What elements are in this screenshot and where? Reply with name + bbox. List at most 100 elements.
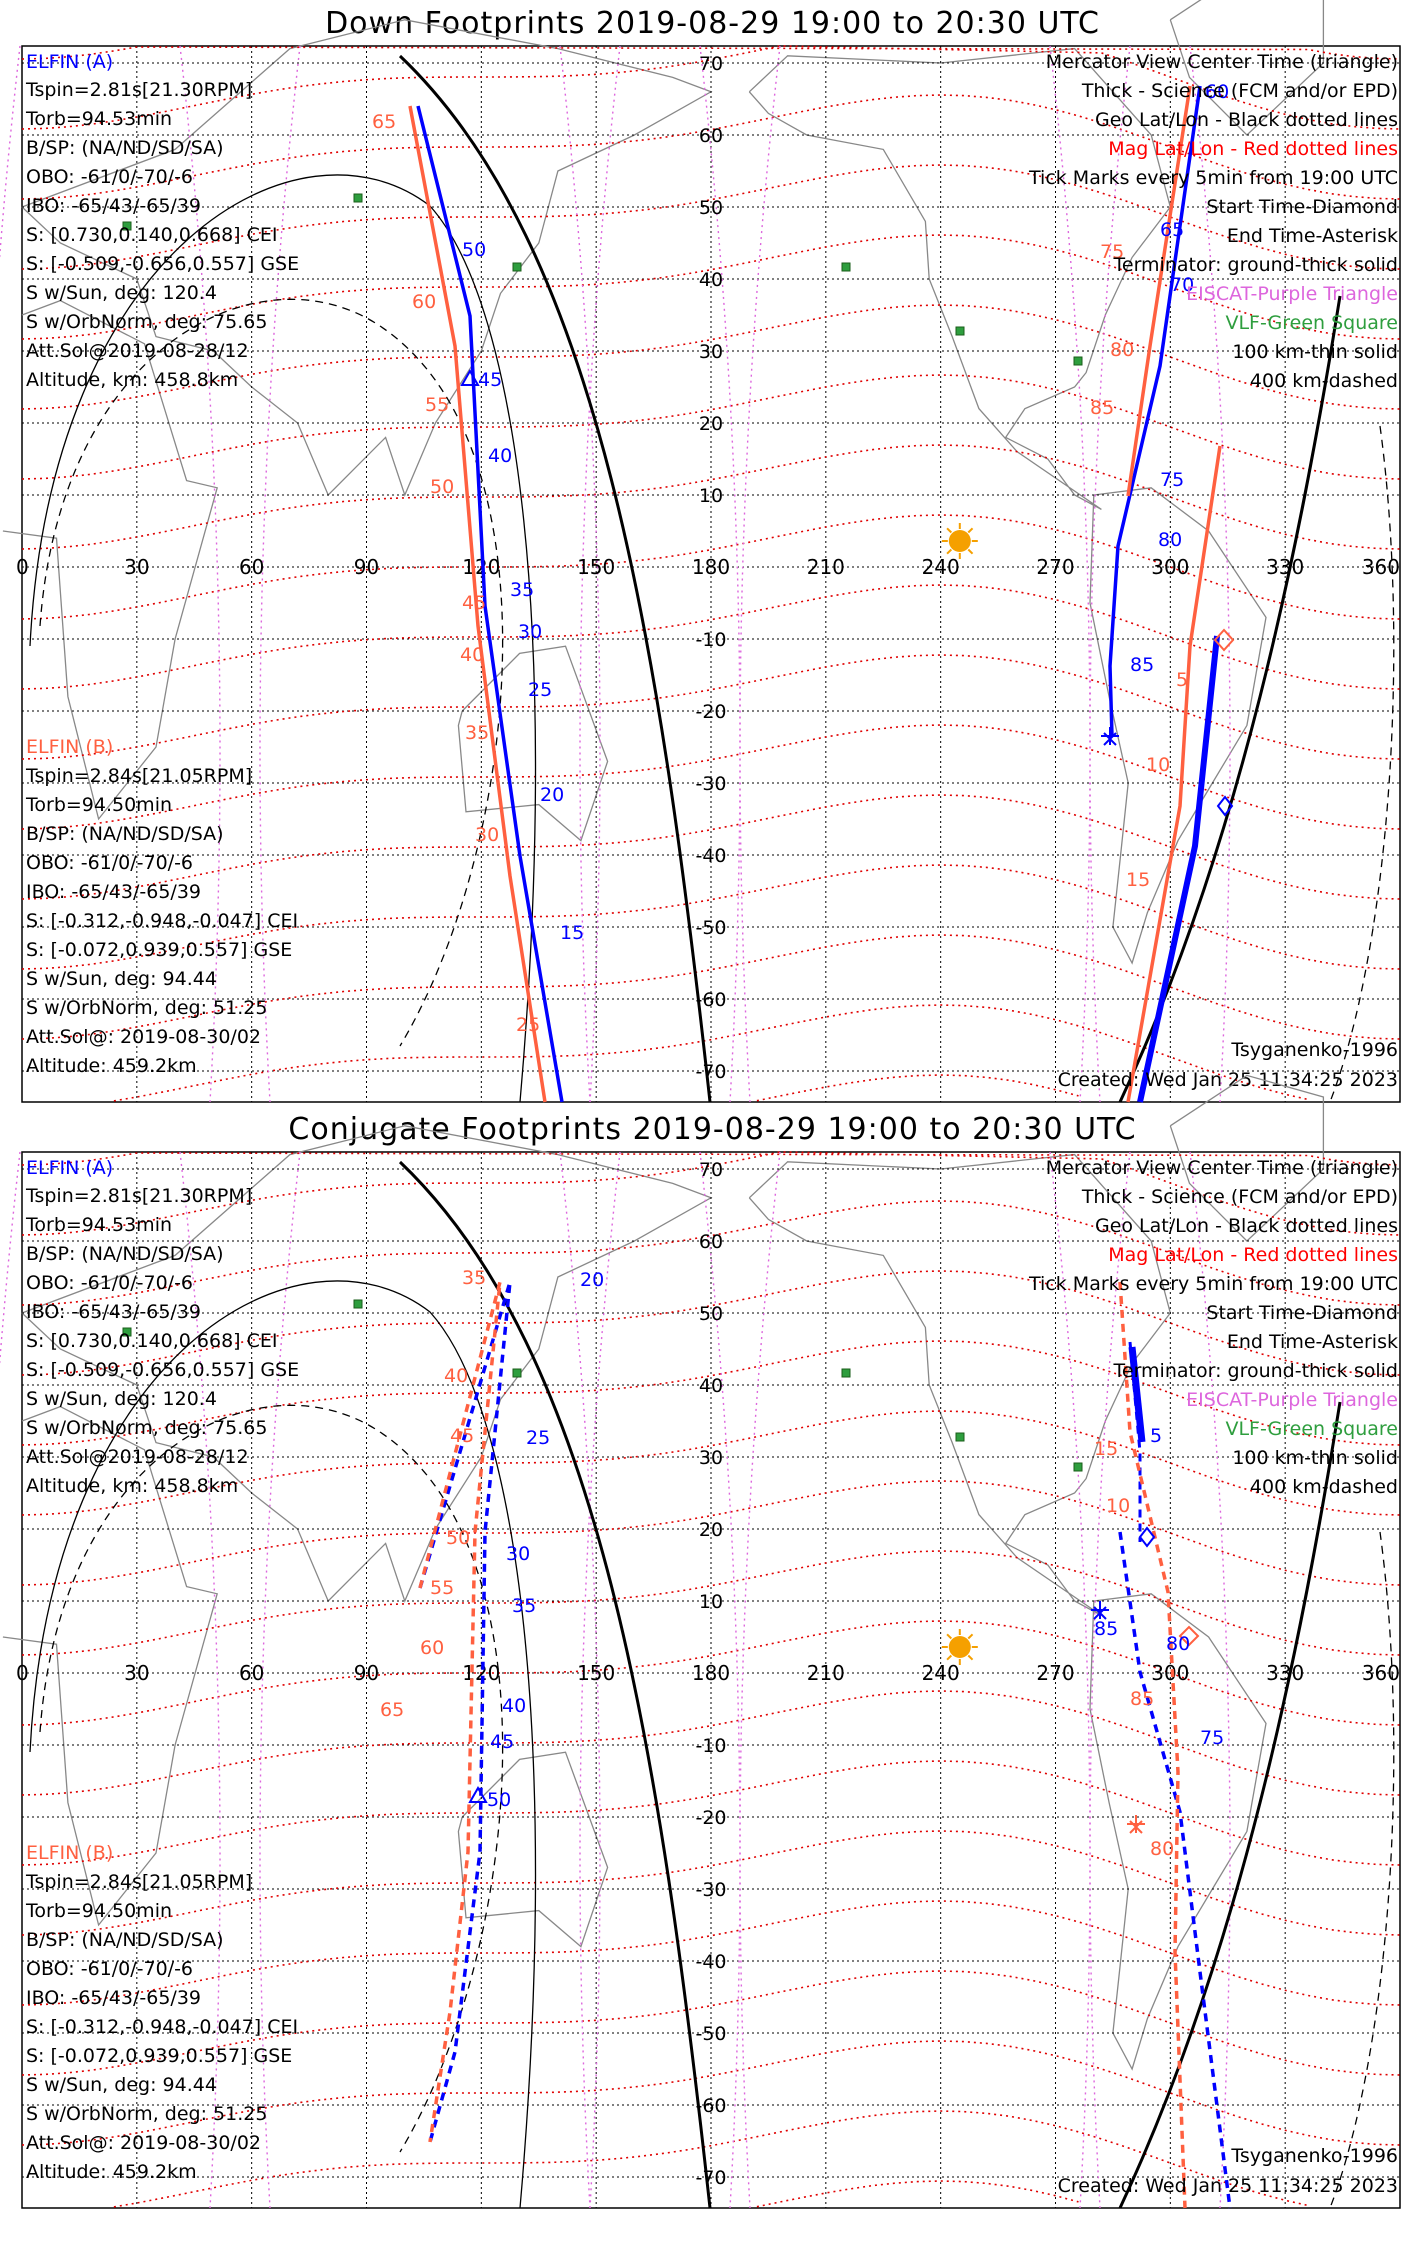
mag-lon-grid — [0, 45, 1231, 1103]
track-tick-b: 65 — [372, 111, 396, 133]
elfin-a-science-segment — [1128, 1346, 1146, 1443]
track-tick-a: 40 — [502, 1695, 526, 1717]
lon-tick-label: 180 — [692, 1661, 730, 1685]
lon-tick-label: 90 — [354, 555, 379, 579]
mag-grid — [21, 45, 1401, 1102]
elfin-b-line: Tspin=2.84s[21.05RPM] — [25, 1871, 252, 1893]
legend-line: Geo Lat/Lon - Black dotted lines — [1095, 109, 1398, 131]
elfin-b-track-west — [418, 1281, 502, 2143]
lon-tick-label: 270 — [1036, 1661, 1074, 1685]
elfin-b-line: S w/OrbNorm, deg: 51.25 — [26, 997, 267, 1019]
elfin-b-line: S: [-0.072,0.939,0.557] GSE — [26, 939, 292, 961]
lat-tick-label: 20 — [699, 413, 723, 435]
terminator-lines — [29, 1160, 1395, 2209]
track-tick-a: 40 — [488, 445, 512, 467]
elfin-a-science-segment — [1137, 635, 1220, 1103]
track-tick-labels: 60 65 70 75 80 85 50 45 40 35 30 25 20 15 75 80 85 5 10 15 6… — [372, 81, 1229, 1036]
coastlines — [2, 1074, 1325, 2071]
elfin-a-line: OBO: -61/0/-70/-6 — [26, 166, 193, 188]
lon-tick-label: 210 — [807, 1661, 845, 1685]
track-tick-b: 15 — [1126, 869, 1150, 891]
track-tick-a: 60 — [1205, 81, 1229, 103]
panel-title-conjugate: Conjugate Footprints 2019-08-29 19:00 to… — [288, 1112, 1137, 1147]
elfin-a-line: S: [-0.509,-0.656,0.557] GSE — [26, 1359, 299, 1381]
elfin-b-line: OBO: -61/0/-70/-6 — [26, 852, 193, 874]
elfin-a-track-east — [1108, 85, 1202, 737]
elfin-a-line: IBO: -65/43/-65/39 — [26, 1301, 201, 1323]
track-tick-b: 45 — [450, 1425, 474, 1447]
lon-tick-label: 210 — [807, 555, 845, 579]
elfin-b-line: Torb=94.50min — [25, 1900, 172, 1922]
lon-tick-label: 60 — [239, 1661, 264, 1685]
track-tick-b: 55 — [430, 1577, 454, 1599]
elfin-b-name: ELFIN (B) — [26, 736, 113, 758]
track-tick-b: 10 — [1146, 754, 1170, 776]
lat-tick-label: -10 — [695, 1735, 726, 1757]
elfin-b-name: ELFIN (B) — [26, 1842, 113, 1864]
legend-line: 100 km-thin solid — [1232, 1447, 1398, 1469]
elfin-b-line: S w/Sun, deg: 94.44 — [26, 2074, 217, 2096]
legend-line: 400 km-dashed — [1250, 1476, 1398, 1498]
track-tick-a: 85 — [1130, 654, 1154, 676]
elfin-b-line: S w/OrbNorm, deg: 51.25 — [26, 2103, 267, 2125]
track-tick-a: 25 — [528, 679, 552, 701]
track-tick-b: 60 — [412, 291, 436, 313]
lon-tick-label: 240 — [922, 555, 960, 579]
track-tick-b: 10 — [1106, 1495, 1130, 1517]
elfin-a-name: ELFIN (A) — [26, 51, 113, 73]
track-tick-a: 85 — [1094, 1618, 1118, 1640]
elfin-a-line: Tspin=2.81s[21.30RPM] — [25, 79, 252, 101]
lat-tick-label: -60 — [695, 989, 726, 1011]
legend-line: Tick Marks every 5min from 19:00 UTC — [1028, 167, 1398, 189]
vlf-square — [841, 262, 851, 272]
legend-line: VLF-Green Square — [1225, 1418, 1398, 1440]
end-time-asterisk-b — [1127, 1815, 1145, 1834]
legend-line: EISCAT-Purple Triangle — [1186, 1389, 1398, 1411]
elfin-b-track-south — [1126, 445, 1222, 1103]
axis-labels: 0 30 60 90 120 150 180 210 240 270 300 330 360706050… — [16, 1159, 1400, 2189]
track-tick-a: 45 — [478, 369, 502, 391]
track-markers — [460, 368, 1235, 817]
elfin-a-line: S: [-0.509,-0.656,0.557] GSE — [26, 253, 299, 275]
start-time-diamond — [1216, 795, 1234, 817]
footprint-tracks — [408, 85, 1222, 1103]
lat-tick-label: 50 — [699, 1303, 723, 1325]
elfin-b-line: S: [-0.312,-0.948,-0.047] CEI — [26, 910, 298, 932]
vlf-square — [353, 193, 363, 203]
track-tick-a: 30 — [506, 1543, 530, 1565]
vlf-square — [1073, 356, 1083, 366]
elfin-a-line: S: [0.730,0.140,0.668] CEI — [26, 224, 278, 246]
lon-tick-label: 0 — [16, 1661, 29, 1685]
start-time-diamond-b — [1213, 628, 1235, 652]
lat-tick-label: 30 — [699, 341, 723, 363]
elfin-info: ELFIN (A) Tspin=2.81s[21.30RPM] Torb=94.53… — [25, 1157, 1398, 2197]
track-tick-a: 45 — [490, 1731, 514, 1753]
track-tick-a: 20 — [580, 1269, 604, 1291]
legend-line: 100 km-thin solid — [1232, 341, 1398, 363]
elfin-a-track-west — [416, 105, 564, 1103]
elfin-a-line: Altitude, km: 458.8km — [26, 1475, 238, 1497]
elfin-a-line: IBO: -65/43/-65/39 — [26, 195, 201, 217]
track-tick-a: 80 — [1158, 529, 1182, 551]
track-tick-b: 50 — [430, 476, 454, 498]
elfin-b-line: Att.Sol@: 2019-08-30/02 — [26, 2132, 261, 2154]
model-name: Tsyganenko-1996 — [1230, 1039, 1398, 1061]
elfin-b-track-west — [408, 105, 547, 1103]
legend-line: Terminator: ground-thick solid — [1113, 1360, 1399, 1382]
lat-tick-label: -70 — [695, 2167, 726, 2189]
legend-line: Tick Marks every 5min from 19:00 UTC — [1028, 1273, 1398, 1295]
track-tick-a: 30 — [518, 621, 542, 643]
elfin-b-line: Altitude: 459.2km — [26, 2161, 197, 2183]
down-footprint-panel: 0 30 60 90 120 150 180 210 240 270 300 330 360706050… — [0, 0, 1401, 1103]
track-tick-b: 45 — [462, 592, 486, 614]
elfin-b-line: S w/Sun, deg: 94.44 — [26, 968, 217, 990]
lon-tick-label: 300 — [1151, 555, 1189, 579]
track-tick-b: 35 — [462, 1267, 486, 1289]
track-tick-a: 50 — [462, 239, 486, 261]
legend-line: Start Time-Diamond — [1206, 1302, 1398, 1324]
elfin-b-line: Att.Sol@: 2019-08-30/02 — [26, 1026, 261, 1048]
elfin-a-track-south — [1118, 1531, 1232, 2209]
legend-line: EISCAT-Purple Triangle — [1186, 283, 1398, 305]
model-name: Tsyganenko-1996 — [1230, 2145, 1398, 2167]
track-tick-a: 75 — [1160, 469, 1184, 491]
